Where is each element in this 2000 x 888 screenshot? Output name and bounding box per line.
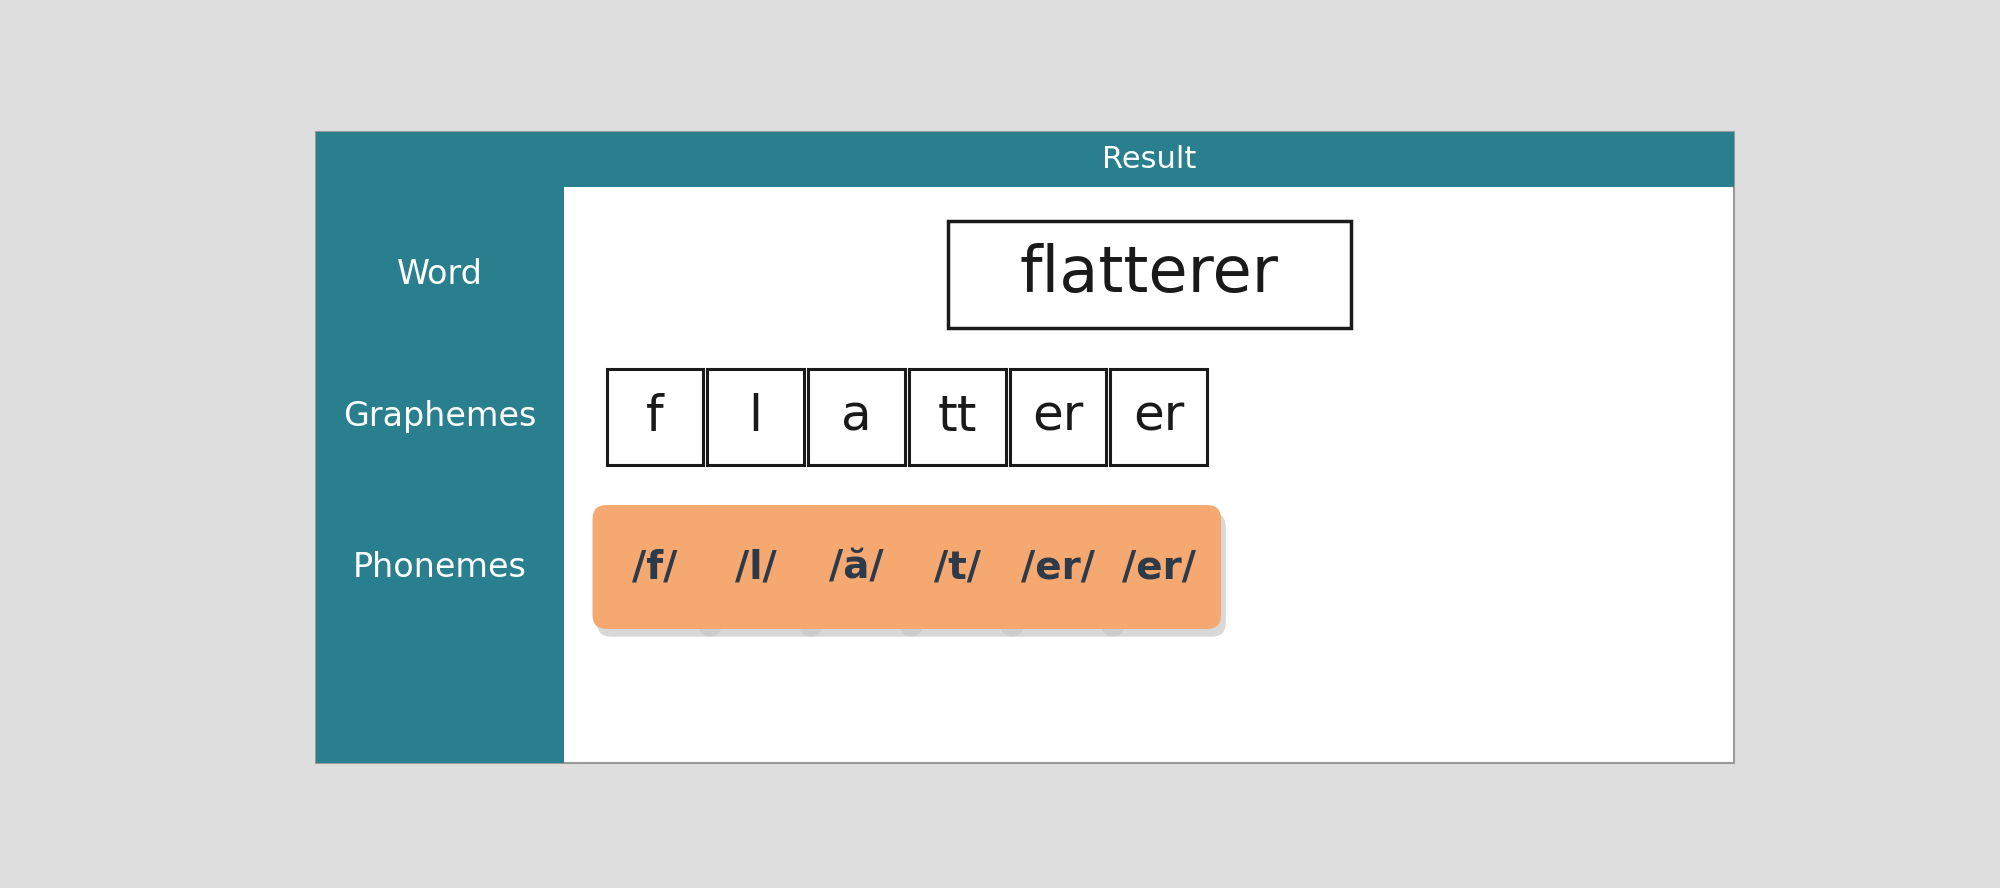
- FancyBboxPatch shape: [316, 132, 1734, 187]
- FancyBboxPatch shape: [908, 369, 1006, 465]
- Text: flatterer: flatterer: [1020, 243, 1278, 305]
- FancyBboxPatch shape: [1000, 512, 1124, 637]
- Text: a: a: [842, 392, 872, 440]
- Text: Word: Word: [396, 258, 482, 291]
- Text: /er/: /er/: [1122, 548, 1196, 586]
- Text: er: er: [1032, 392, 1084, 440]
- Text: Phonemes: Phonemes: [352, 551, 526, 583]
- FancyBboxPatch shape: [606, 369, 704, 465]
- FancyBboxPatch shape: [798, 512, 924, 637]
- FancyBboxPatch shape: [900, 512, 1024, 637]
- FancyBboxPatch shape: [598, 512, 722, 637]
- Text: er: er: [1132, 392, 1184, 440]
- FancyBboxPatch shape: [996, 505, 1120, 629]
- FancyBboxPatch shape: [894, 505, 1020, 629]
- Text: l: l: [748, 392, 762, 440]
- FancyBboxPatch shape: [1110, 369, 1208, 465]
- Text: /ă/: /ă/: [830, 548, 884, 586]
- Text: tt: tt: [938, 392, 976, 440]
- Text: /er/: /er/: [1020, 548, 1094, 586]
- FancyBboxPatch shape: [1100, 512, 1226, 637]
- Text: Result: Result: [1102, 146, 1196, 174]
- FancyBboxPatch shape: [1010, 369, 1106, 465]
- FancyBboxPatch shape: [808, 369, 904, 465]
- FancyBboxPatch shape: [708, 369, 804, 465]
- FancyBboxPatch shape: [698, 512, 822, 637]
- Text: /f/: /f/: [632, 548, 678, 586]
- FancyBboxPatch shape: [1096, 505, 1222, 629]
- FancyBboxPatch shape: [316, 132, 1734, 764]
- FancyBboxPatch shape: [794, 505, 918, 629]
- Text: /t/: /t/: [934, 548, 980, 586]
- Text: Graphemes: Graphemes: [344, 400, 536, 433]
- Text: f: f: [646, 392, 664, 440]
- FancyBboxPatch shape: [948, 220, 1350, 329]
- FancyBboxPatch shape: [316, 132, 564, 764]
- FancyBboxPatch shape: [592, 505, 718, 629]
- Text: /l/: /l/: [734, 548, 776, 586]
- FancyBboxPatch shape: [694, 505, 818, 629]
